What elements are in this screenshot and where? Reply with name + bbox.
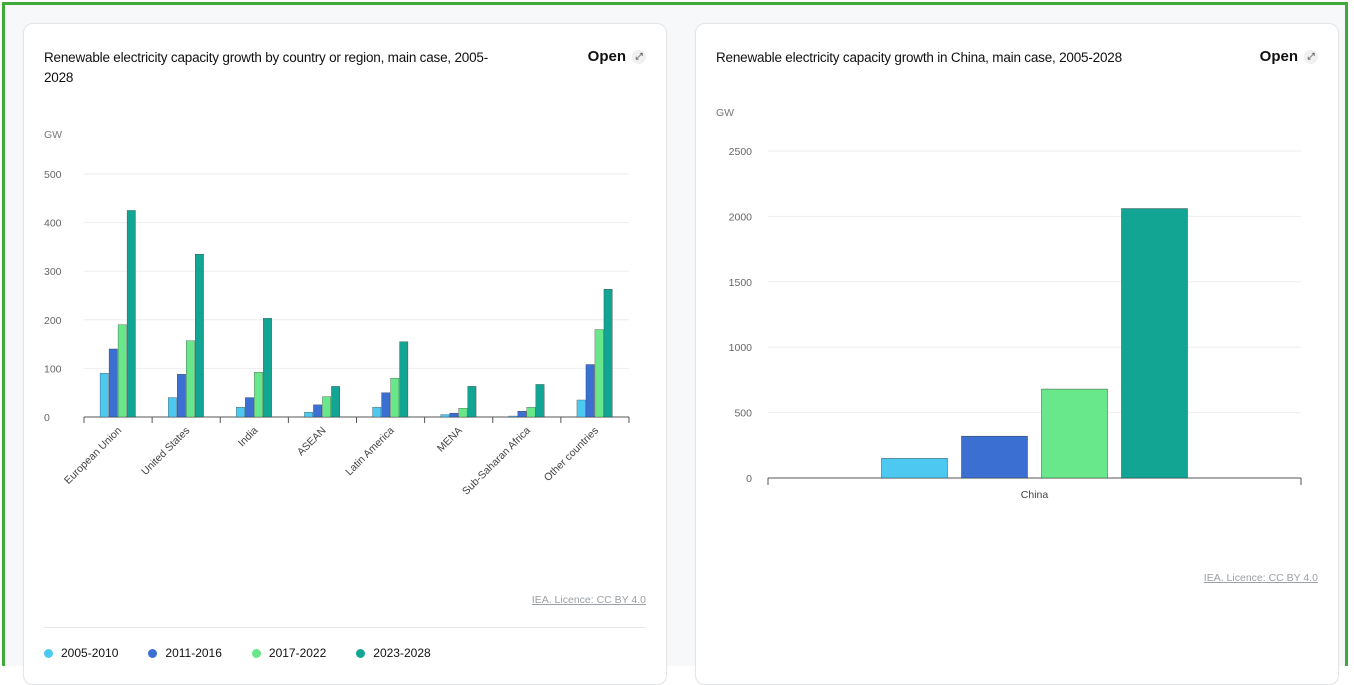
y-tick-label: 100 (44, 363, 62, 375)
open-label: Open (1259, 48, 1298, 65)
legend-dot-icon (148, 648, 158, 658)
chart-legend: 2005-2010 2011-2016 2017-2022 2023-2028 (44, 646, 431, 660)
bar (372, 407, 382, 418)
legend-dot-icon (44, 648, 53, 658)
licence-link[interactable]: IEA. Licence: CC BY 4.0 (1203, 572, 1318, 584)
y-tick-label: 1500 (729, 277, 753, 289)
bar (881, 458, 948, 479)
chart-card-china: Renewable electricity capacity growth in… (695, 23, 1339, 685)
y-tick-label: 0 (746, 473, 752, 485)
legend-item[interactable]: 2011-2016 (148, 646, 222, 660)
x-tick-label: India (236, 425, 261, 450)
bar (467, 386, 477, 418)
y-tick-label: 400 (44, 218, 62, 230)
bar (440, 414, 450, 418)
bar (594, 329, 604, 418)
expand-icon: ⤢ (632, 49, 646, 64)
bar (186, 340, 195, 418)
x-tick-label: Sub-Saharan Africa (460, 425, 533, 498)
open-button[interactable]: Open ⤢ (588, 48, 646, 65)
legend-item[interactable]: 2005-2010 (44, 646, 118, 660)
legend-divider (44, 627, 646, 628)
legend-label: 2011-2016 (165, 646, 222, 660)
legend-item[interactable]: 2017-2022 (251, 646, 327, 660)
bar (117, 324, 127, 418)
x-tick-label: European Union (62, 425, 124, 487)
chart-title: Renewable electricity capacity growth by… (44, 50, 489, 85)
x-tick-label: Latin America (343, 425, 397, 479)
bar (1041, 388, 1108, 479)
bar (449, 412, 459, 418)
x-tick-label: Other countries (542, 425, 601, 484)
y-tick-label: 300 (44, 266, 62, 278)
bar (603, 289, 613, 418)
bar (322, 396, 331, 418)
open-label: Open (587, 48, 626, 65)
bar (263, 318, 272, 418)
y-axis-unit: GW (716, 107, 734, 119)
bar (390, 377, 400, 418)
x-tick-label: ASEAN (295, 425, 329, 459)
bar (313, 404, 322, 418)
regions-bar-chart: GW 0 100 200 300 400 500 European Union United S… (44, 129, 630, 498)
y-tick-label: 500 (734, 408, 752, 420)
bar (508, 415, 518, 418)
bar (331, 386, 340, 418)
bar (254, 372, 263, 418)
bar (245, 397, 254, 418)
chart-card-regions: Renewable electricity capacity growth by… (23, 23, 667, 685)
bar (526, 407, 536, 418)
y-tick-label: 500 (44, 169, 62, 181)
y-axis-unit: GW (44, 129, 62, 141)
x-tick-label: China (1021, 489, 1049, 501)
bar (1121, 208, 1188, 479)
bar (108, 348, 118, 418)
bar (585, 364, 595, 418)
licence-link[interactable]: IEA. Licence: CC BY 4.0 (531, 594, 646, 606)
bar (961, 435, 1028, 479)
y-tick-label: 200 (44, 315, 62, 327)
legend-dot-icon (356, 648, 366, 658)
bar (304, 411, 313, 418)
bar (535, 384, 545, 418)
legend-dot-icon (251, 648, 261, 658)
bar (126, 210, 136, 418)
y-tick-label: 1000 (729, 342, 753, 354)
bar (458, 408, 468, 418)
bar (399, 341, 409, 418)
bar (236, 407, 245, 418)
legend-item[interactable]: 2023-2028 (356, 646, 431, 660)
bar (576, 399, 586, 418)
legend-label: 2023-2028 (373, 646, 431, 660)
bar (517, 411, 527, 418)
y-tick-label: 2000 (729, 211, 753, 223)
china-bar-chart: GW 0 500 1000 1500 2000 2500 China (716, 107, 1302, 501)
legend-label: 2017-2022 (268, 646, 327, 660)
bar (195, 254, 204, 418)
x-tick-label: United States (139, 425, 192, 478)
bar (177, 374, 186, 418)
y-tick-label: 0 (44, 412, 50, 424)
x-tick-label: MENA (435, 425, 465, 455)
bar (381, 392, 391, 418)
legend-label: 2005-2010 (61, 646, 119, 660)
chart-title: Renewable electricity capacity growth in… (716, 50, 1122, 65)
open-button[interactable]: Open ⤢ (1260, 48, 1318, 65)
y-tick-label: 2500 (729, 146, 753, 158)
expand-icon: ⤢ (1304, 49, 1318, 64)
bar (168, 397, 177, 418)
bar (99, 373, 109, 418)
